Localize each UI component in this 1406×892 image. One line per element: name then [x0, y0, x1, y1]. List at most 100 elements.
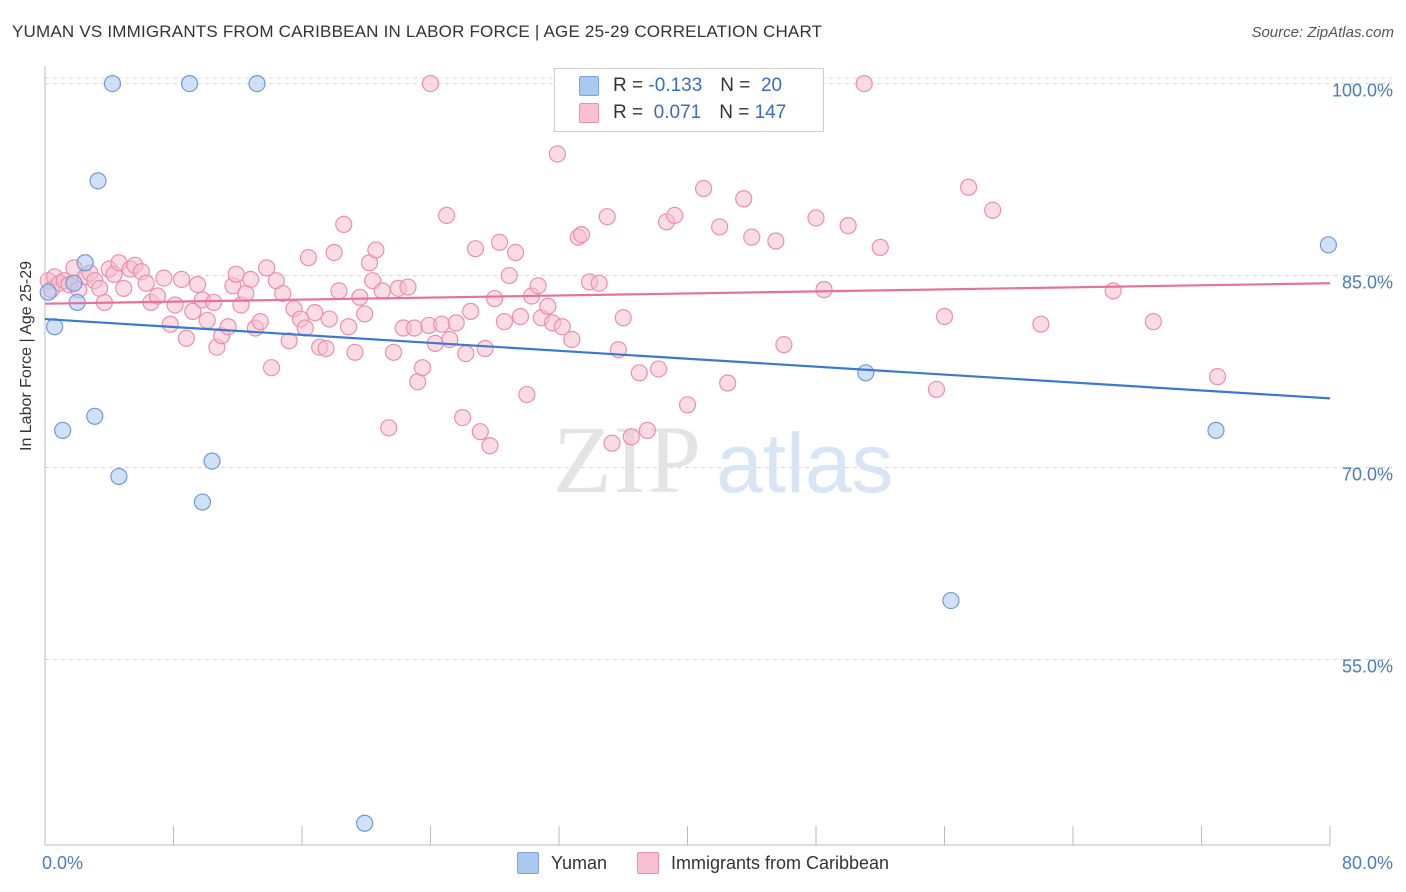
legend-item-caribbean: Immigrants from Caribbean: [636, 852, 890, 874]
caribbean-point: [137, 274, 155, 292]
caribbean-point: [433, 315, 451, 333]
caribbean-trend-line: [44, 282, 1331, 305]
caribbean-point: [511, 307, 530, 326]
legend-n-label: N =: [719, 102, 750, 123]
legend-swatch-pink: [636, 852, 659, 874]
caribbean-point: [466, 240, 485, 258]
yuman-point: [46, 318, 64, 336]
y-tick-label: 100.0%: [1332, 81, 1393, 101]
caribbean-point: [590, 274, 608, 292]
caribbean-point: [666, 206, 684, 224]
legend-swatch-blue: [516, 852, 539, 874]
caribbean-point: [638, 421, 656, 439]
caribbean-point: [405, 319, 424, 337]
legend-n-value: 20: [760, 75, 783, 96]
caribbean-point: [678, 396, 697, 414]
caribbean-point: [1104, 282, 1122, 300]
legend-r-label: R =: [613, 102, 644, 123]
yuman-point: [89, 172, 107, 190]
caribbean-point: [630, 364, 648, 382]
y-tick-label: 85.0%: [1342, 273, 1393, 293]
yuman-point: [1319, 236, 1337, 254]
caribbean-point: [320, 310, 338, 328]
caribbean-point: [719, 374, 737, 392]
caribbean-point: [198, 311, 216, 329]
x-tick-label: 0.0%: [42, 853, 83, 873]
caribbean-point: [598, 208, 616, 226]
yuman-point: [1207, 421, 1225, 439]
caribbean-point: [563, 330, 581, 349]
caribbean-point: [649, 360, 668, 378]
y-axis-label: In Labor Force | Age 25-29: [18, 260, 35, 451]
caribbean-point: [622, 428, 640, 446]
caribbean-point: [927, 380, 946, 399]
caribbean-point: [177, 329, 195, 347]
yuman-point: [110, 467, 128, 486]
caribbean-point: [935, 307, 954, 326]
axes: [44, 66, 1331, 846]
caribbean-point: [735, 190, 753, 208]
caribbean-point: [172, 270, 191, 288]
yuman-point: [76, 254, 94, 272]
grid-lines: [45, 77, 1392, 660]
caribbean-point: [367, 241, 385, 259]
legend-r-value: -0.133: [648, 75, 703, 96]
yuman-point: [103, 74, 122, 93]
caribbean-point: [346, 343, 364, 361]
caribbean-point: [500, 266, 518, 285]
caribbean-point: [251, 313, 269, 331]
caribbean-point: [299, 249, 318, 267]
caribbean-point: [437, 206, 456, 224]
y-tick-label: 55.0%: [1342, 656, 1393, 676]
caribbean-point: [553, 318, 571, 336]
caribbean-point: [711, 218, 729, 236]
yuman-point: [180, 74, 199, 93]
caribbean-point: [775, 336, 793, 354]
legend-item-yuman: Yuman: [516, 852, 607, 874]
caribbean-point: [274, 284, 292, 303]
yuman-point: [203, 452, 221, 470]
caribbean-point: [184, 302, 202, 320]
caribbean-point: [815, 281, 833, 299]
caribbean-point: [807, 209, 825, 227]
caribbean-point: [380, 419, 398, 437]
caribbean-point: [476, 339, 494, 358]
caribbean-point: [262, 359, 281, 377]
yuman-point: [54, 421, 72, 439]
caribbean-point: [413, 359, 432, 377]
watermark-atlas: atlas: [716, 416, 893, 510]
caribbean-point: [462, 302, 480, 320]
caribbean-point: [454, 408, 472, 427]
watermark: ZIP atlas: [553, 406, 893, 513]
caribbean-point: [959, 178, 978, 196]
caribbean-point: [384, 343, 403, 361]
caribbean-point: [1032, 315, 1050, 333]
yuman-point: [248, 74, 266, 93]
legend-r-value: 0.071: [653, 102, 702, 123]
x-tick-labels: 0.0% 80.0%: [42, 853, 1393, 873]
caribbean-point: [356, 305, 374, 323]
caribbean-point: [1144, 313, 1162, 331]
caribbean-point: [330, 282, 348, 300]
caribbean-point: [539, 297, 557, 315]
x-tick-label: 80.0%: [1342, 853, 1393, 873]
legend-r-label: R =: [613, 75, 644, 96]
caribbean-point: [219, 318, 237, 336]
caribbean-point: [548, 145, 566, 163]
caribbean-point: [373, 282, 391, 300]
caribbean-point: [339, 318, 358, 336]
caribbean-point: [603, 434, 621, 452]
legend-n-label: N =: [720, 75, 751, 96]
caribbean-point: [871, 238, 889, 256]
caribbean-point: [280, 332, 298, 350]
caribbean-point: [188, 275, 207, 294]
caribbean-point: [518, 385, 536, 404]
caribbean-point: [486, 289, 504, 308]
caribbean-point: [227, 265, 245, 283]
yuman-point: [857, 364, 875, 382]
caribbean-point: [148, 287, 167, 305]
yuman-point: [356, 814, 374, 832]
legend-label: Immigrants from Caribbean: [670, 852, 890, 873]
series-legend: Yuman Immigrants from Caribbean: [0, 852, 1406, 874]
